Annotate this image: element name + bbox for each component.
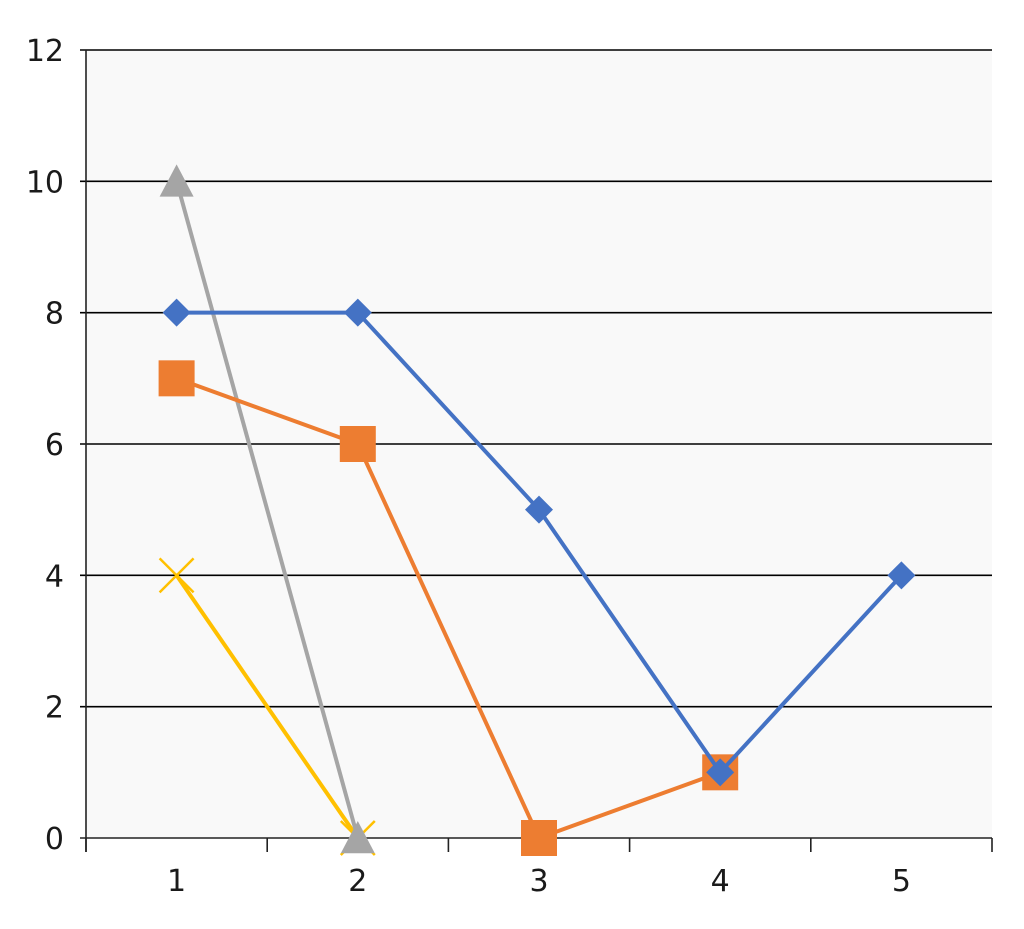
x-tick-label: 5	[892, 864, 911, 899]
data-point	[521, 820, 557, 856]
data-point	[525, 495, 553, 524]
y-tick-label: 0	[45, 822, 64, 857]
x-tick-label: 4	[711, 864, 730, 899]
y-tick-label: 6	[45, 428, 64, 463]
data-point	[343, 298, 372, 327]
data-point	[158, 557, 195, 594]
x-tick-label: 3	[529, 864, 548, 899]
y-tick-label: 2	[45, 691, 64, 726]
x-tick-label: 1	[167, 864, 186, 899]
series	[158, 164, 916, 856]
data-point	[706, 758, 735, 787]
series-line	[175, 376, 721, 840]
x-tick-label: 2	[348, 864, 367, 899]
series-line	[174, 574, 360, 840]
y-tick-label: 10	[26, 165, 64, 200]
data-point	[340, 821, 375, 854]
data-point	[159, 164, 194, 197]
y-tick-label: 4	[45, 559, 64, 594]
series-3	[159, 164, 375, 854]
data-point	[162, 298, 191, 327]
data-point	[158, 360, 195, 397]
series-line	[174, 180, 360, 839]
series-1	[162, 298, 916, 787]
data-point	[339, 426, 376, 462]
y-tick-label: 8	[45, 297, 64, 332]
y-tick-label: 12	[26, 34, 64, 69]
data-point	[887, 561, 916, 590]
